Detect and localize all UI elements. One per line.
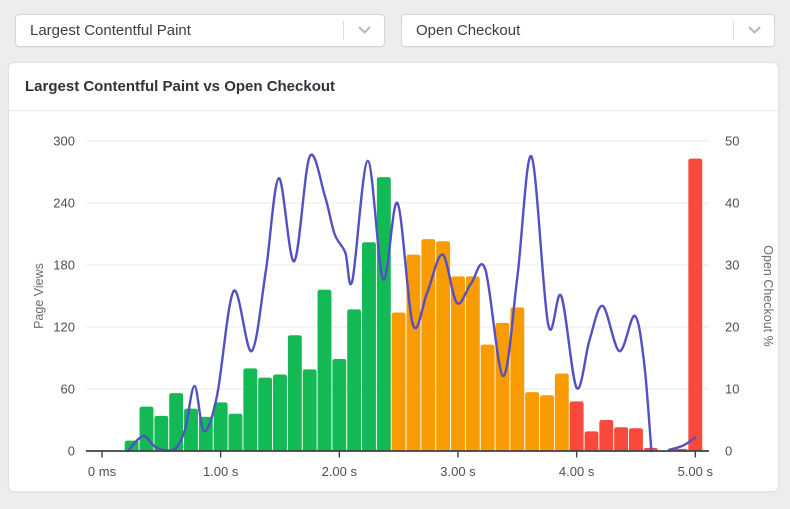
y-left-tick-label: 60 <box>61 382 75 397</box>
chevron-down-icon <box>344 26 384 35</box>
dropdown-divider <box>343 21 344 40</box>
histogram-bar[interactable] <box>258 377 273 451</box>
chart-card: Largest Contentful Paint vs Open Checkou… <box>8 62 779 492</box>
metric-select[interactable]: Largest Contentful Paint <box>15 14 385 47</box>
x-axis-tick-label: 4.00 s <box>559 464 595 479</box>
histogram-bar[interactable] <box>629 428 643 451</box>
segment-select-value: Open Checkout <box>416 22 521 39</box>
x-axis-tick-label: 0 ms <box>88 464 117 479</box>
histogram-bar[interactable] <box>614 427 629 451</box>
y-right-tick-label: 20 <box>725 320 739 335</box>
gridlines: 0 0 60 10 120 20 180 30 240 40 300 50 <box>53 134 739 459</box>
histogram-bar[interactable] <box>347 309 362 451</box>
histogram-bars <box>124 158 703 452</box>
y-right-tick-label: 40 <box>725 196 739 211</box>
histogram-bar[interactable] <box>465 276 480 451</box>
histogram-bar[interactable] <box>436 241 451 451</box>
axes: 0 ms 1.00 s 2.00 s 3.00 s 4.00 s 5.00 s <box>86 450 714 479</box>
histogram-bar[interactable] <box>287 335 302 451</box>
y-right-tick-label: 0 <box>725 444 732 459</box>
histogram-bar[interactable] <box>688 158 703 452</box>
histogram-bar[interactable] <box>480 344 495 451</box>
histogram-bar[interactable] <box>213 402 228 451</box>
y-left-tick-label: 300 <box>53 134 75 149</box>
histogram-bar[interactable] <box>510 307 525 451</box>
line-series-path <box>668 436 697 451</box>
histogram-bar[interactable] <box>584 431 599 451</box>
y-right-axis-title: Open Checkout % <box>761 245 775 346</box>
histogram-bar[interactable] <box>317 289 332 451</box>
x-axis-tick-label: 1.00 s <box>203 464 239 479</box>
histogram-bar[interactable] <box>302 369 317 451</box>
histogram-bar[interactable] <box>169 393 184 451</box>
y-left-axis-title: Page Views <box>32 263 46 329</box>
dropdown-divider <box>733 21 734 40</box>
histogram-bar[interactable] <box>362 242 376 451</box>
histogram-bar[interactable] <box>569 401 584 451</box>
chart-title: Largest Contentful Paint vs Open Checkou… <box>9 63 778 111</box>
y-right-tick-label: 30 <box>725 258 739 273</box>
histogram-bar[interactable] <box>599 420 614 451</box>
histogram-bar[interactable] <box>391 312 406 451</box>
histogram-bar[interactable] <box>154 415 169 451</box>
y-right-tick-label: 50 <box>725 134 739 149</box>
chevron-down-icon <box>734 26 774 35</box>
histogram-bar[interactable] <box>243 368 258 451</box>
line-series <box>126 153 697 453</box>
histogram-bar[interactable] <box>525 392 540 451</box>
metric-select-value: Largest Contentful Paint <box>30 22 191 39</box>
x-axis-tick-label: 5.00 s <box>678 464 714 479</box>
x-axis-tick-label: 3.00 s <box>440 464 476 479</box>
y-left-tick-label: 120 <box>53 320 75 335</box>
histogram-bar[interactable] <box>421 239 436 451</box>
histogram-bar[interactable] <box>451 276 465 451</box>
y-left-tick-label: 0 <box>68 444 75 459</box>
histogram-bar[interactable] <box>332 359 347 451</box>
histogram-bar[interactable] <box>273 374 287 451</box>
y-left-tick-label: 180 <box>53 258 75 273</box>
histogram-bar[interactable] <box>228 413 243 451</box>
histogram-bar[interactable] <box>540 395 554 451</box>
line-series-path <box>126 153 653 453</box>
chart-plot: 0 0 60 10 120 20 180 30 240 40 300 50 0 ms 1.00 s 2.0… <box>32 134 775 480</box>
histogram-bar[interactable] <box>554 373 569 452</box>
segment-select[interactable]: Open Checkout <box>401 14 775 47</box>
histogram-bar[interactable] <box>376 177 391 451</box>
y-left-tick-label: 240 <box>53 196 75 211</box>
y-right-tick-label: 10 <box>725 382 739 397</box>
histogram-bar[interactable] <box>495 322 510 451</box>
x-axis-tick-label: 2.00 s <box>322 464 358 479</box>
